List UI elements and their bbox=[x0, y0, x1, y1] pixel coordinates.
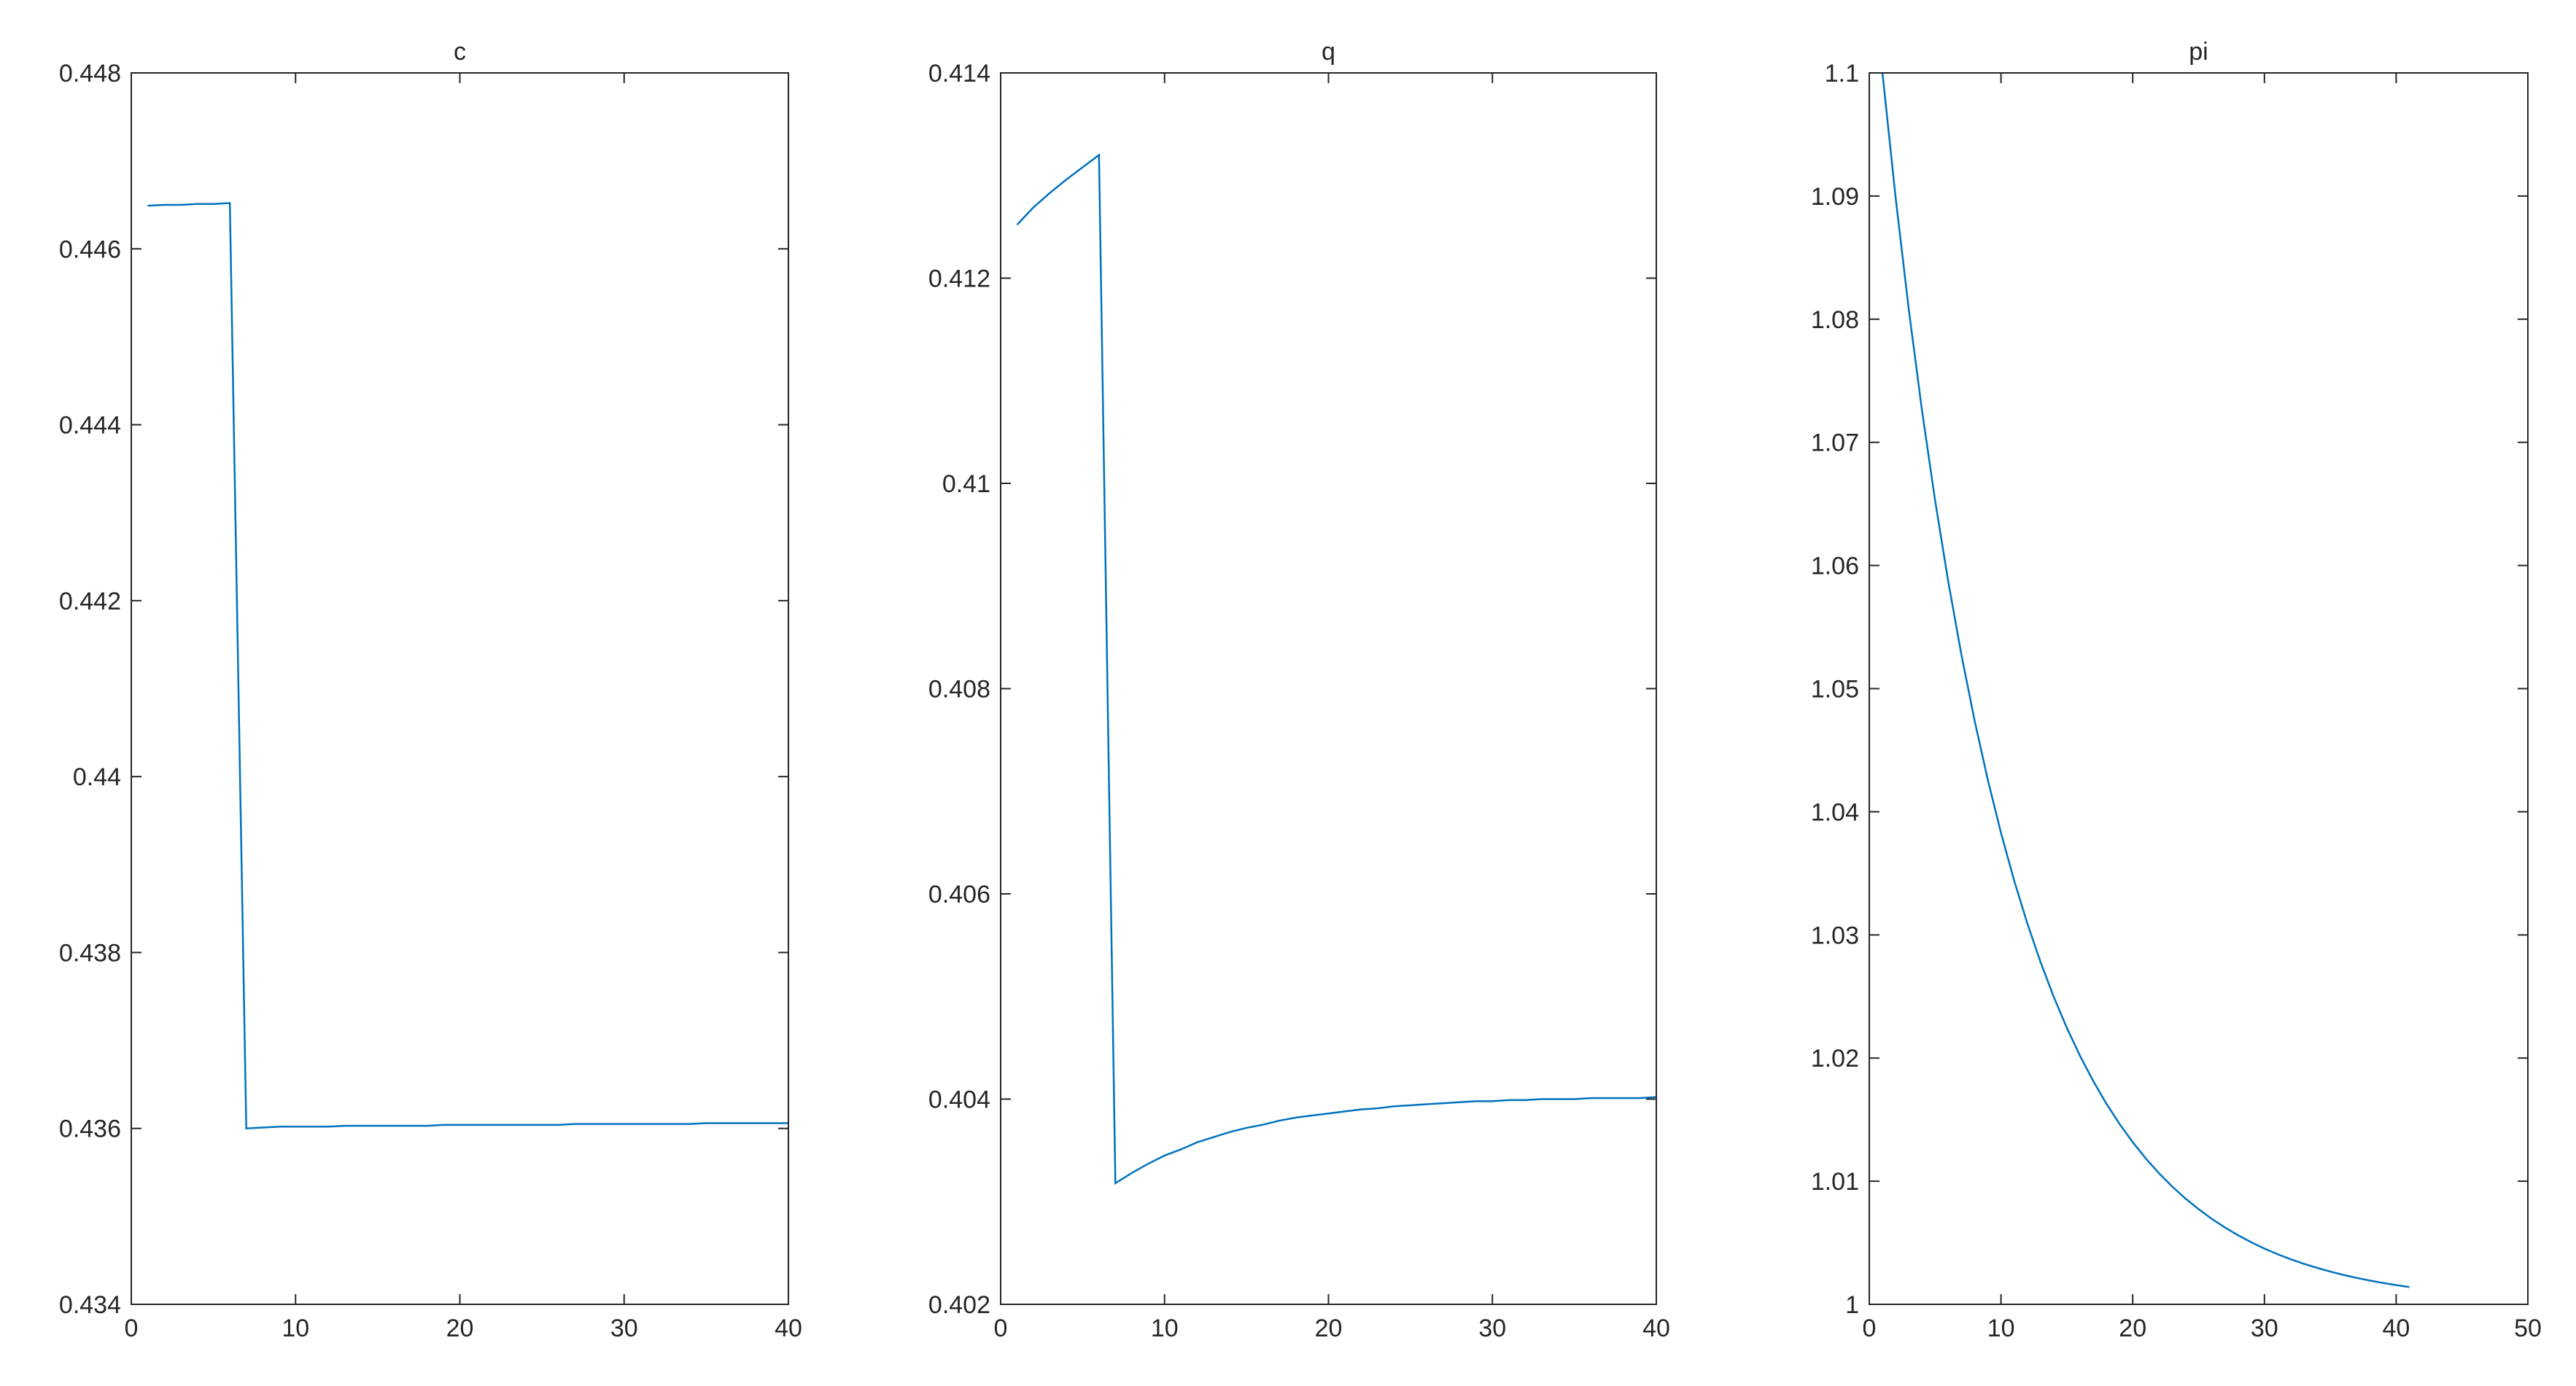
y-tick-label: 0.442 bbox=[59, 588, 121, 615]
x-tick-label: 10 bbox=[282, 1315, 309, 1342]
y-tick-label: 0.446 bbox=[59, 235, 121, 263]
y-tick-label: 1.03 bbox=[1811, 922, 1859, 949]
y-tick-label: 1.07 bbox=[1811, 429, 1859, 457]
x-tick-label: 10 bbox=[1151, 1315, 1179, 1342]
y-tick-label: 0.414 bbox=[928, 60, 990, 87]
y-tick-label: 0.402 bbox=[928, 1291, 990, 1319]
y-tick-label: 0.408 bbox=[928, 676, 990, 704]
plot-area bbox=[131, 73, 788, 1304]
subplot: q 0.402 0.404 0.406 0.408 0.41 0.412 0.414 0 10 20… bbox=[928, 38, 1670, 1342]
y-tick-label: 0.44 bbox=[73, 763, 121, 791]
subplot-title: pi bbox=[2189, 38, 2208, 66]
y-tick-label: 1.05 bbox=[1811, 676, 1859, 704]
axes-frame bbox=[1869, 72, 2529, 1305]
y-tick-label: 1.04 bbox=[1811, 798, 1859, 826]
y-tick-label: 1.1 bbox=[1825, 60, 1859, 87]
plot-area bbox=[1001, 73, 1656, 1304]
x-tick-label: 0 bbox=[994, 1315, 1008, 1342]
y-tick-label: 0.406 bbox=[928, 881, 990, 908]
y-tick-label: 0.436 bbox=[59, 1116, 121, 1143]
plot-area bbox=[1869, 73, 2528, 1304]
subplot: pi 1 1.01 1.02 1.03 1.04 1.05 1.06 1.07 1.08 1.09 1… bbox=[1811, 38, 2542, 1342]
subplot-title: c bbox=[454, 38, 466, 66]
y-tick-label: 1.01 bbox=[1811, 1168, 1859, 1196]
y-tick-label: 0.444 bbox=[59, 412, 121, 440]
y-tick-label: 0.41 bbox=[942, 470, 990, 498]
data-line bbox=[147, 202, 788, 1130]
x-tick-label: 30 bbox=[610, 1315, 638, 1342]
x-tick-label: 20 bbox=[1315, 1315, 1343, 1342]
y-tick-label: 0.404 bbox=[928, 1086, 990, 1114]
axes-frame bbox=[1000, 72, 1657, 1305]
x-tick-label: 30 bbox=[2251, 1315, 2278, 1342]
y-tick-label: 1 bbox=[1845, 1291, 1859, 1319]
x-tick-label: 40 bbox=[1642, 1315, 1670, 1342]
y-tick-label: 0.434 bbox=[59, 1291, 121, 1319]
y-tick-label: 0.448 bbox=[59, 60, 121, 87]
y-tick-label: 1.06 bbox=[1811, 553, 1859, 580]
x-tick-label: 20 bbox=[446, 1315, 474, 1342]
subplot-title: q bbox=[1322, 38, 1335, 66]
y-tick-label: 1.09 bbox=[1811, 183, 1859, 211]
y-tick-label: 0.412 bbox=[928, 265, 990, 293]
x-tick-label: 40 bbox=[2382, 1315, 2410, 1342]
x-tick-label: 0 bbox=[1863, 1315, 1877, 1342]
x-tick-label: 10 bbox=[1987, 1315, 2015, 1342]
y-tick-label: 1.08 bbox=[1811, 306, 1859, 334]
x-tick-label: 50 bbox=[2514, 1315, 2542, 1342]
subplot: c 0.434 0.436 0.438 0.44 0.442 0.444 0.446 0.448… bbox=[59, 38, 802, 1342]
data-line bbox=[1016, 153, 1657, 1186]
y-tick-label: 0.438 bbox=[59, 939, 121, 967]
y-tick-label: 1.02 bbox=[1811, 1045, 1859, 1072]
data-line bbox=[1881, 72, 2410, 1288]
x-tick-label: 0 bbox=[125, 1315, 139, 1342]
x-tick-label: 40 bbox=[775, 1315, 802, 1342]
x-tick-label: 20 bbox=[2119, 1315, 2146, 1342]
axes-frame bbox=[131, 72, 789, 1305]
x-tick-label: 30 bbox=[1478, 1315, 1506, 1342]
